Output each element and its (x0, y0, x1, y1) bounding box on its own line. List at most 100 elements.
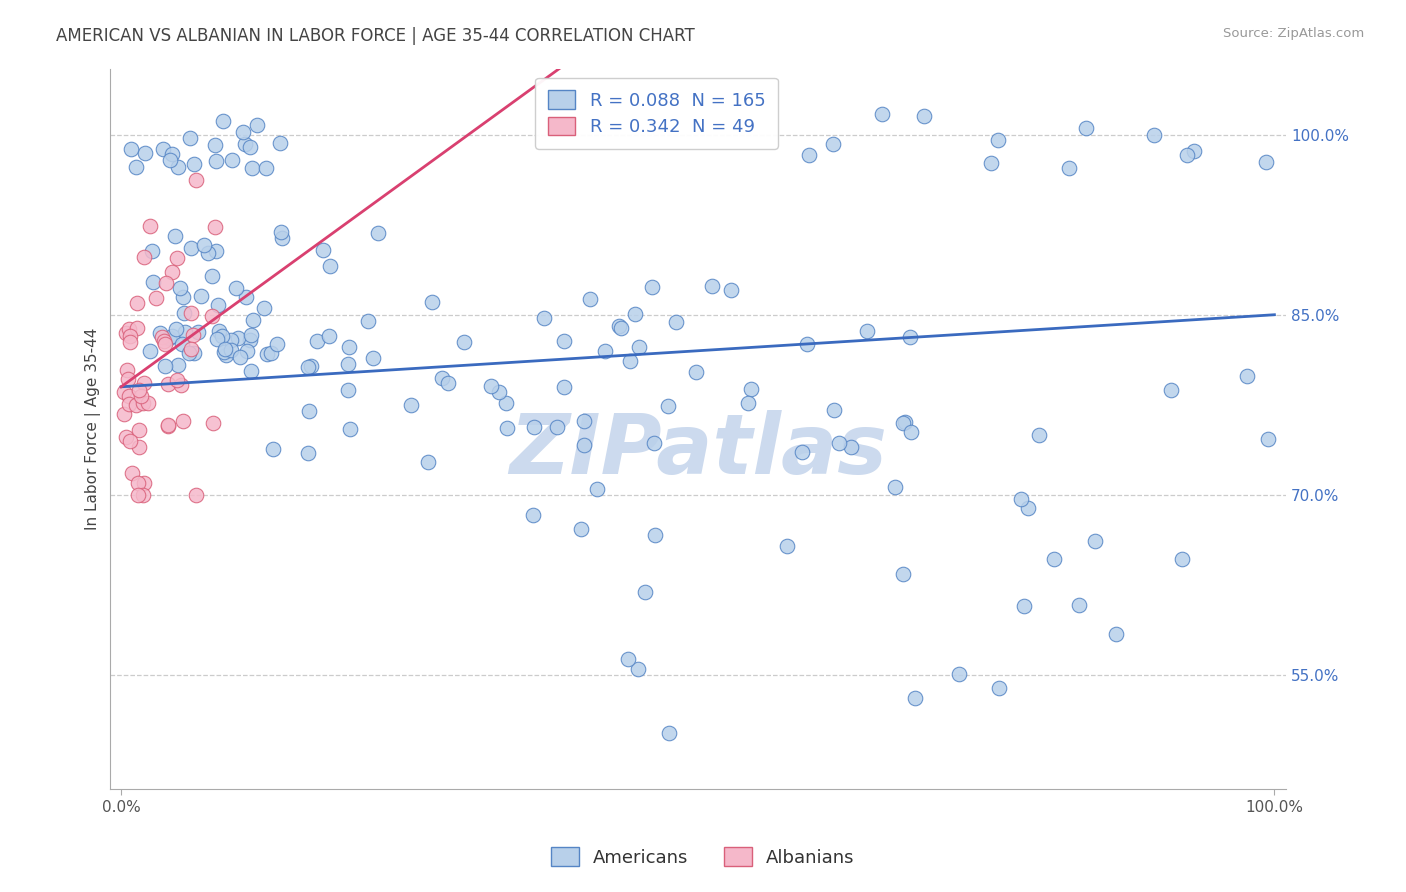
Point (617, 652, 640, 666)
Point (252, 301, 274, 315)
Point (132, 396, 155, 410)
Point (533, 310, 555, 325)
Point (112, 385, 135, 400)
Point (153, 337, 176, 351)
Point (720, 283, 742, 297)
Point (1067, 599, 1090, 613)
Point (336, 357, 359, 371)
Point (318, 329, 340, 343)
Legend: Americans, Albanians: Americans, Albanians (544, 840, 862, 874)
Point (115, 362, 138, 376)
Point (204, 219, 226, 234)
Point (737, 395, 759, 409)
Point (1074, 120, 1097, 135)
Point (522, 508, 544, 523)
Point (207, 298, 229, 312)
Point (153, 334, 176, 348)
Point (180, 306, 202, 320)
Point (200, 269, 222, 284)
Point (312, 243, 335, 257)
Point (337, 340, 360, 354)
Point (823, 402, 845, 417)
Point (479, 379, 502, 393)
Point (595, 343, 617, 358)
Point (173, 306, 195, 320)
Point (420, 294, 443, 309)
Point (145, 292, 167, 306)
Point (235, 290, 257, 304)
Point (156, 419, 179, 434)
Point (118, 334, 141, 349)
Point (141, 244, 163, 258)
Point (740, 382, 762, 396)
Point (120, 434, 142, 448)
Point (339, 422, 361, 436)
Point (367, 226, 389, 240)
Point (170, 337, 193, 351)
Point (610, 321, 633, 335)
Point (212, 114, 235, 128)
Point (297, 360, 319, 375)
Point (157, 331, 180, 345)
Point (891, 566, 914, 581)
Point (118, 322, 141, 336)
Point (297, 446, 319, 460)
Point (546, 419, 568, 434)
Point (166, 373, 188, 387)
Point (169, 281, 191, 295)
Point (361, 351, 384, 366)
Point (132, 376, 155, 390)
Point (987, 681, 1010, 696)
Point (215, 348, 238, 362)
Point (579, 292, 602, 306)
Point (121, 466, 143, 480)
Point (204, 244, 226, 258)
Point (495, 396, 517, 410)
Point (269, 136, 291, 151)
Point (430, 371, 453, 385)
Point (619, 354, 641, 368)
Point (139, 219, 162, 233)
Point (221, 153, 243, 167)
Point (208, 324, 231, 338)
Point (115, 430, 138, 444)
Point (624, 307, 647, 321)
Point (128, 423, 150, 437)
Point (214, 342, 236, 356)
Point (839, 441, 862, 455)
Point (170, 378, 193, 392)
Point (240, 327, 263, 342)
Point (172, 413, 194, 427)
Point (644, 527, 666, 541)
Point (219, 343, 242, 357)
Point (987, 133, 1010, 147)
Point (298, 404, 321, 418)
Point (157, 377, 180, 392)
Point (167, 358, 190, 372)
Point (129, 389, 152, 403)
Point (240, 161, 263, 175)
Point (239, 364, 262, 378)
Point (112, 407, 135, 421)
Point (204, 154, 226, 169)
Point (207, 332, 229, 346)
Point (235, 343, 257, 358)
Point (266, 337, 288, 351)
Point (1012, 599, 1035, 613)
Point (184, 173, 207, 187)
Point (488, 384, 510, 399)
Point (1010, 491, 1032, 506)
Point (134, 475, 156, 490)
Point (319, 260, 342, 274)
Point (242, 313, 264, 327)
Point (571, 522, 593, 536)
Point (125, 160, 148, 174)
Point (232, 125, 254, 139)
Point (900, 425, 922, 439)
Point (233, 136, 256, 151)
Point (1254, 155, 1277, 169)
Point (177, 346, 200, 360)
Point (219, 333, 242, 347)
Point (702, 278, 724, 293)
Point (665, 315, 688, 329)
